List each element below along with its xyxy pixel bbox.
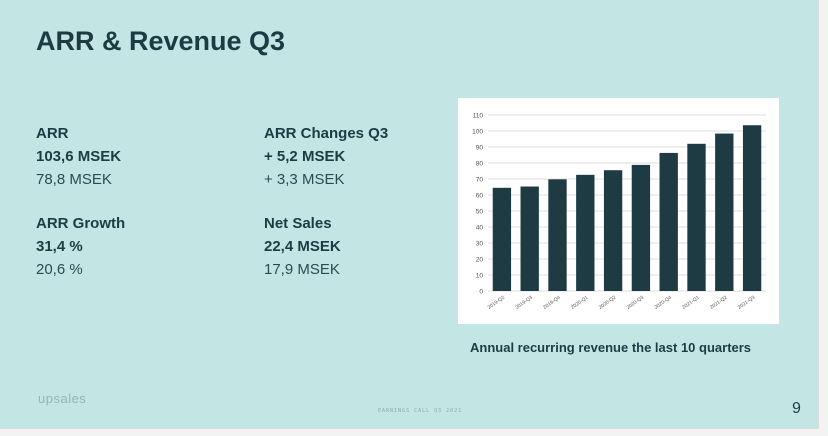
arr-bar-chart: 0 10 20 30 40 50 60 70 80 90 100 110 2019-Q2 2019-Q3 2… — [472, 113, 766, 311]
y-tick-label: 70 — [476, 177, 484, 184]
kpi-net-sales-label: Net Sales — [264, 215, 332, 232]
y-tick-label: 90 — [476, 145, 484, 152]
bar — [576, 174, 595, 291]
y-tick-label: 30 — [476, 241, 484, 248]
arr-chart: 0 10 20 30 40 50 60 70 80 90 100 110 2019-Q2 2019-Q3 2… — [458, 98, 779, 324]
x-tick-label: 2019-Q4 — [542, 295, 562, 311]
x-tick-label: 2021-Q3 — [737, 295, 757, 311]
footer-text: EARNINGS CALL Q3 2021 — [378, 408, 463, 414]
bar — [603, 170, 623, 291]
kpi-arr-growth: ARR Growth 31,4 % 20,6 % — [36, 212, 125, 281]
upsales-logo: upsales — [38, 391, 87, 406]
x-tick-label: 2020-Q2 — [598, 295, 618, 311]
kpi-arr-growth-previous: 20,6 % — [36, 261, 83, 278]
y-tick-label: 20 — [476, 257, 484, 264]
bar — [520, 186, 539, 291]
kpi-arr-value: 103,6 MSEK — [36, 148, 122, 165]
y-tick-label: 50 — [476, 209, 484, 216]
x-tick-label: 2020-Q4 — [653, 295, 673, 311]
y-tick-label: 60 — [476, 193, 484, 200]
x-tick-label: 2019-Q3 — [514, 295, 534, 311]
bar — [742, 125, 762, 292]
x-tick-label: 2020-Q3 — [626, 295, 646, 311]
kpi-arr-previous: 78,8 MSEK — [36, 171, 112, 188]
x-tick-label: 2020-Q1 — [570, 295, 590, 311]
kpi-arr-growth-value: 31,4 % — [36, 238, 83, 255]
y-tick-label: 100 — [472, 129, 483, 136]
y-tick-label: 110 — [473, 113, 484, 120]
kpi-net-sales-value: 22,4 MSEK — [264, 238, 341, 255]
bar — [687, 143, 706, 291]
bar — [631, 164, 651, 291]
chart-caption: Annual recurring revenue the last 10 qua… — [470, 340, 752, 355]
bar — [659, 152, 678, 291]
y-tick-label: 40 — [476, 225, 484, 232]
bar — [548, 179, 567, 291]
slide-title: ARR & Revenue Q3 — [36, 26, 286, 56]
slide: ARR & Revenue Q3 ARR 103,6 MSEK 78,8 MSE… — [0, 0, 819, 429]
x-tick-label: 2021-Q2 — [709, 295, 729, 311]
bar — [715, 133, 734, 291]
kpi-arr-changes-label: ARR Changes Q3 — [264, 125, 389, 142]
kpi-arr: ARR 103,6 MSEK 78,8 MSEK — [36, 122, 121, 191]
kpi-arr-changes-value: + 5,2 MSEK — [264, 148, 346, 165]
bar — [492, 187, 512, 291]
x-tick-label: 2019-Q2 — [487, 295, 507, 311]
page-number: 9 — [792, 400, 801, 417]
kpi-arr-changes-previous: + 3,3 MSEK — [264, 171, 345, 188]
kpi-arr-changes: ARR Changes Q3 + 5,2 MSEK + 3,3 MSEK — [264, 122, 388, 191]
x-tick-label: 2021-Q1 — [681, 295, 701, 311]
kpi-net-sales: Net Sales 22,4 MSEK 17,9 MSEK — [264, 212, 341, 281]
kpi-arr-growth-label: ARR Growth — [36, 215, 126, 232]
kpi-net-sales-previous: 17,9 MSEK — [264, 261, 340, 278]
y-tick-label: 80 — [476, 161, 484, 168]
kpi-arr-label: ARR — [36, 125, 69, 142]
y-tick-label: 0 — [479, 289, 483, 296]
y-tick-label: 10 — [476, 273, 484, 280]
